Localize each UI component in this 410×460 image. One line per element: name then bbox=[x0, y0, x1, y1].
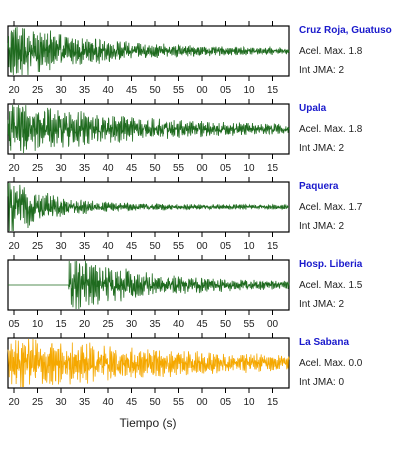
station-name: Upala bbox=[299, 103, 327, 114]
tick-label: 10 bbox=[243, 163, 255, 174]
tick-label: 00 bbox=[196, 163, 208, 174]
panel-4: 05 10 15 20 25 30 35 40 45 50 55 00 Hosp. Liberia Ace… bbox=[7, 255, 363, 330]
tick-label: 15 bbox=[55, 319, 67, 330]
tick-label: 55 bbox=[173, 397, 185, 408]
tick-label: 55 bbox=[173, 85, 185, 96]
tick-label: 10 bbox=[243, 241, 255, 252]
tick-label: 20 bbox=[79, 319, 91, 330]
tick-label: 45 bbox=[126, 397, 138, 408]
tick-label: 45 bbox=[126, 85, 138, 96]
tick-label: 10 bbox=[32, 319, 44, 330]
tick-label: 30 bbox=[126, 319, 138, 330]
x-axis-title: Tiempo (s) bbox=[120, 416, 177, 430]
tick-label: 30 bbox=[55, 85, 67, 96]
jma-intensity: Int JMA: 2 bbox=[299, 65, 344, 76]
tick-label: 30 bbox=[55, 163, 67, 174]
tick-label: 25 bbox=[32, 163, 44, 174]
tick-label: 15 bbox=[267, 397, 279, 408]
max-acceleration: Acel. Max. 1.8 bbox=[299, 46, 363, 57]
tick-label: 40 bbox=[102, 397, 114, 408]
jma-intensity: Int JMA: 2 bbox=[299, 221, 344, 232]
tick-label: 55 bbox=[173, 163, 185, 174]
tick-label: 55 bbox=[173, 241, 185, 252]
tick-label: 25 bbox=[32, 397, 44, 408]
panels-group: 20 25 30 35 40 45 50 55 00 05 10 15 Cruz Roja, Guatu… bbox=[7, 21, 392, 408]
tick-label: 50 bbox=[149, 397, 161, 408]
tick-label: 50 bbox=[149, 163, 161, 174]
waveform-trace bbox=[7, 338, 290, 388]
tick-label: 05 bbox=[220, 85, 232, 96]
tick-label: 30 bbox=[55, 397, 67, 408]
tick-label: 05 bbox=[8, 319, 20, 330]
tick-label: 45 bbox=[126, 241, 138, 252]
tick-label: 25 bbox=[102, 319, 114, 330]
tick-label: 25 bbox=[32, 241, 44, 252]
tick-label: 15 bbox=[267, 241, 279, 252]
max-acceleration: Acel. Max. 1.8 bbox=[299, 124, 363, 135]
tick-label: 10 bbox=[243, 85, 255, 96]
tick-label: 20 bbox=[8, 397, 20, 408]
jma-intensity: Int JMA: 2 bbox=[299, 143, 344, 154]
tick-label: 40 bbox=[102, 85, 114, 96]
station-name: Paquera bbox=[299, 181, 339, 192]
tick-label: 35 bbox=[79, 163, 91, 174]
panel-2: 20 25 30 35 40 45 50 55 00 05 10 15 Upala Acel. Max. … bbox=[7, 99, 363, 174]
tick-label: 00 bbox=[267, 319, 279, 330]
jma-intensity: Int JMA: 0 bbox=[299, 377, 344, 388]
tick-label: 45 bbox=[126, 163, 138, 174]
max-acceleration: Acel. Max. 0.0 bbox=[299, 358, 363, 369]
waveform-trace bbox=[7, 104, 290, 154]
tick-label: 45 bbox=[196, 319, 208, 330]
waveform-trace bbox=[7, 26, 290, 76]
max-acceleration: Acel. Max. 1.7 bbox=[299, 202, 363, 213]
tick-label: 20 bbox=[8, 241, 20, 252]
waveform-trace bbox=[7, 182, 290, 232]
tick-label: 20 bbox=[8, 163, 20, 174]
panel-frame bbox=[7, 337, 290, 389]
station-name: Hosp. Liberia bbox=[299, 259, 363, 270]
tick-label: 40 bbox=[102, 241, 114, 252]
panel-3: 20 25 30 35 40 45 50 55 00 05 10 15 Paquera Acel. Max… bbox=[7, 177, 363, 252]
tick-label: 00 bbox=[196, 241, 208, 252]
panel-5: 20 25 30 35 40 45 50 55 00 05 10 15 La Sabana Acel. M… bbox=[7, 333, 363, 408]
tick-label: 50 bbox=[220, 319, 232, 330]
jma-intensity: Int JMA: 2 bbox=[299, 299, 344, 310]
tick-label: 35 bbox=[79, 241, 91, 252]
tick-label: 40 bbox=[102, 163, 114, 174]
tick-label: 25 bbox=[32, 85, 44, 96]
tick-label: 55 bbox=[243, 319, 255, 330]
tick-label: 15 bbox=[267, 85, 279, 96]
station-name: La Sabana bbox=[299, 337, 349, 348]
tick-label: 05 bbox=[220, 163, 232, 174]
tick-label: 30 bbox=[55, 241, 67, 252]
tick-label: 35 bbox=[79, 397, 91, 408]
max-acceleration: Acel. Max. 1.5 bbox=[299, 280, 363, 291]
tick-label: 40 bbox=[173, 319, 185, 330]
tick-label: 50 bbox=[149, 241, 161, 252]
tick-label: 50 bbox=[149, 85, 161, 96]
tick-label: 05 bbox=[220, 397, 232, 408]
tick-label: 15 bbox=[267, 163, 279, 174]
tick-label: 00 bbox=[196, 397, 208, 408]
tick-label: 05 bbox=[220, 241, 232, 252]
tick-label: 35 bbox=[149, 319, 161, 330]
tick-label: 10 bbox=[243, 397, 255, 408]
waveform-trace bbox=[8, 260, 290, 310]
panel-1: 20 25 30 35 40 45 50 55 00 05 10 15 Cruz Roja, Guatu… bbox=[7, 21, 392, 96]
station-name: Cruz Roja, Guatuso bbox=[299, 25, 392, 36]
tick-label: 20 bbox=[8, 85, 20, 96]
tick-label: 00 bbox=[196, 85, 208, 96]
tick-label: 35 bbox=[79, 85, 91, 96]
